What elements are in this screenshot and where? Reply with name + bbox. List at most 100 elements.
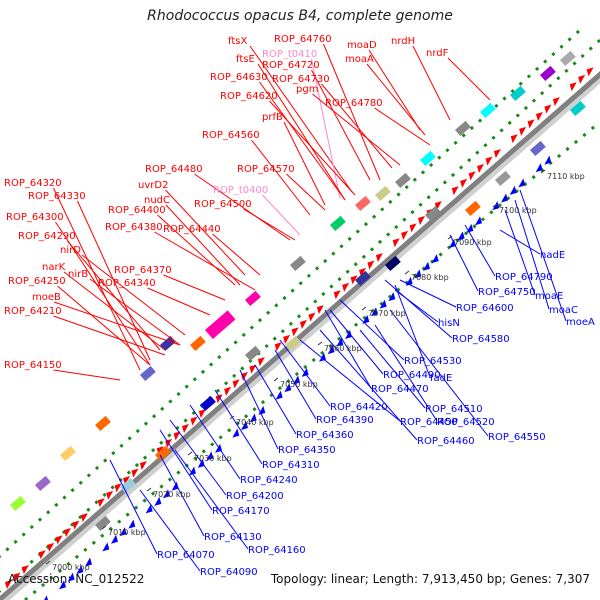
feature-block [480, 102, 496, 119]
scale-tick [540, 169, 546, 174]
reverse-leader-line [214, 389, 263, 465]
forward-leader-line [165, 204, 241, 286]
reverse-gene-label: ROP_64460 [417, 436, 475, 447]
forward-leader-line [286, 173, 326, 211]
reverse-leader-line [519, 189, 567, 322]
feature-block [190, 335, 206, 352]
reverse-leader-line [254, 364, 297, 435]
reverse-leader-line [299, 339, 401, 422]
forward-gene [493, 149, 501, 159]
reverse-gene-label: ROP_64170 [212, 506, 270, 517]
forward-gene-label: ROP_t0400 [213, 185, 268, 196]
reverse-leader-line [274, 349, 317, 420]
forward-gene-label: nudC [144, 195, 170, 206]
forward-leader-line [53, 315, 166, 356]
reverse-gene-label: ROP_64790 [495, 272, 553, 283]
reverse-gene [501, 193, 508, 203]
scale-label: 7080 kbp [411, 273, 449, 282]
forward-leader-line [447, 57, 491, 101]
forward-leader-line [53, 187, 141, 371]
forward-gene-label: nrdF [426, 48, 449, 59]
reverse-gene [388, 292, 396, 302]
reverse-gene-label: ROP_64070 [157, 550, 215, 561]
reverse-leader-line [169, 419, 227, 496]
forward-gene-label: ROP_64150 [4, 360, 62, 371]
forward-gene [300, 320, 307, 329]
forward-gene [72, 520, 80, 530]
reverse-gene [119, 527, 127, 537]
feature-block-large [204, 310, 236, 340]
reverse-gene [492, 201, 500, 211]
forward-gene [418, 216, 425, 225]
reverse-gene-label: fadE [430, 373, 452, 384]
forward-gene [519, 126, 527, 136]
forward-gene-label: nrdH [391, 36, 415, 47]
forward-gene-label: ROP_t0410 [262, 49, 317, 60]
feature-block [395, 172, 411, 189]
forward-gene [139, 461, 147, 471]
forward-gene [97, 498, 105, 508]
forward-gene [13, 572, 21, 582]
forward-leader-line [77, 200, 151, 361]
forward-gene [527, 119, 535, 129]
reverse-gene [189, 466, 196, 476]
forward-gene [21, 565, 29, 575]
reverse-gene [154, 496, 162, 506]
forward-leader-line [249, 45, 353, 193]
feature-block [35, 475, 51, 492]
feature-block [375, 185, 391, 202]
feature-block [455, 120, 471, 137]
reverse-gene [85, 557, 92, 567]
forward-gene-label: ROP_64400 [108, 205, 166, 216]
reverse-gene [275, 390, 283, 400]
feature-block [290, 255, 306, 272]
reverse-leader-line [139, 489, 201, 572]
forward-gene-label: ROP_64290 [18, 231, 76, 242]
forward-gene [291, 327, 299, 337]
reverse-leader-line [109, 459, 158, 555]
forward-gene-label: ROP_64720 [262, 60, 320, 71]
feature-block [60, 445, 76, 462]
genome-summary: Topology: linear; Length: 7,913,450 bp; … [270, 572, 590, 586]
forward-gene [460, 178, 468, 188]
reverse-leader-line [159, 454, 205, 537]
forward-gene [333, 290, 341, 300]
scale-tick [229, 415, 235, 420]
forward-leader-line [243, 208, 296, 241]
forward-gene [274, 342, 282, 352]
forward-gene-label: nirD [60, 245, 81, 256]
reverse-gene [102, 542, 110, 552]
reverse-gene [232, 428, 240, 438]
reverse-gene [336, 337, 344, 347]
forward-gene-label: ROP_64780 [325, 98, 383, 109]
forward-leader-line [163, 274, 226, 301]
reverse-gene [249, 413, 257, 423]
reverse-gene-label: ROP_64310 [262, 460, 320, 471]
reverse-gene [145, 504, 153, 514]
reverse-gene [379, 299, 387, 309]
forward-gene [451, 186, 459, 196]
reverse-gene [76, 565, 84, 575]
feature-block [139, 365, 156, 382]
forward-gene-label: pgm [296, 84, 318, 95]
forward-gene [131, 468, 139, 478]
forward-gene [173, 431, 181, 441]
reverse-gene [345, 330, 352, 339]
forward-gene [536, 112, 543, 121]
forward-gene-label: moaA [345, 54, 374, 65]
reverse-leader-line [374, 324, 438, 422]
forward-gene [510, 134, 518, 144]
forward-leader-line [262, 194, 301, 236]
reverse-gene [241, 421, 248, 430]
forward-leader-line [57, 285, 151, 366]
reverse-leader-line [324, 309, 372, 389]
feature-block [560, 50, 576, 67]
feature-block [199, 395, 216, 412]
forward-leader-line [257, 63, 346, 201]
feature-block [355, 270, 371, 287]
forward-gene [257, 357, 265, 367]
reverse-gene-label: moaC [549, 305, 578, 316]
forward-leader-line [147, 287, 211, 316]
forward-gene [409, 223, 417, 233]
reverse-gene-label: ROP_64200 [226, 491, 284, 502]
